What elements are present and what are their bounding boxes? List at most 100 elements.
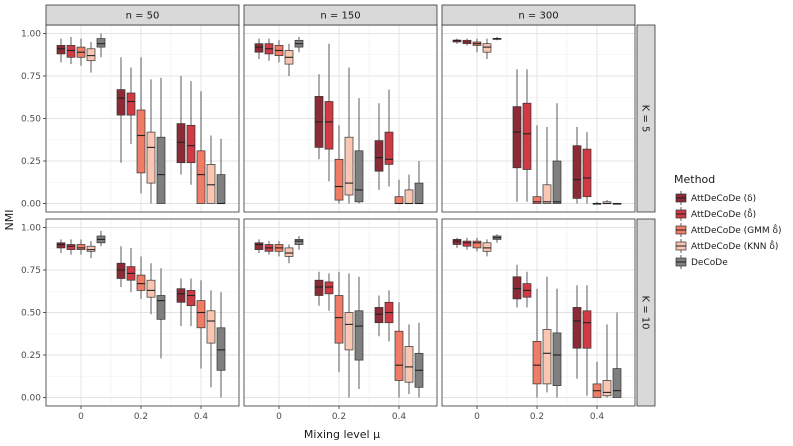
boxes-r0-c0 — [56, 33, 226, 205]
strip-label: n = 300 — [518, 11, 558, 22]
box-body — [146, 279, 156, 298]
box-body — [206, 164, 216, 204]
strips-layer: n = 50 n = 150 n = 300 K = 5 K = 10 — [45, 4, 656, 407]
box-body — [216, 327, 226, 371]
box-body — [552, 160, 562, 204]
row-strip: K = 10 — [636, 218, 656, 407]
box-body — [294, 239, 304, 245]
legend-entry: AttDeCoDe (GMM δ̂) — [675, 223, 782, 237]
boxes-r1-c1 — [254, 236, 424, 398]
x-tick-label: 0 — [276, 412, 282, 422]
x-tick-label: 0.4 — [194, 412, 209, 422]
box-body — [354, 310, 364, 361]
box-body — [216, 174, 226, 204]
box-body — [284, 247, 294, 257]
legend-entry: AttDeCoDe (KNN δ̂) — [675, 239, 778, 253]
boxes-r0-c2 — [452, 36, 622, 205]
box-body — [126, 92, 136, 116]
x-tick-label: 0.2 — [332, 412, 346, 422]
box-body — [56, 45, 66, 55]
box-body — [176, 123, 186, 164]
strip-background — [45, 4, 240, 26]
boxes-r1-c2 — [452, 234, 622, 398]
legend-label: AttDeCoDe (δ) — [691, 194, 756, 204]
box-body — [56, 242, 66, 249]
legend-label: AttDeCoDe (δ̂) — [691, 207, 756, 220]
legend-title: Method — [674, 173, 715, 186]
box-body — [196, 300, 206, 329]
box-body — [572, 145, 582, 199]
box-body — [532, 196, 542, 204]
box-body — [136, 109, 146, 174]
boxes-r0-c1 — [254, 36, 424, 205]
y-tick-label: 0.00 — [21, 200, 41, 210]
row-strip: K = 5 — [636, 24, 656, 213]
box-body — [334, 295, 344, 344]
box-body — [344, 312, 354, 351]
y-tick-label: 0.00 — [21, 394, 41, 404]
box-body — [404, 189, 414, 204]
legend-entry: DeCoDe — [675, 255, 728, 269]
y-tick-label: 0.75 — [21, 266, 41, 276]
column-strip: n = 150 — [243, 4, 438, 26]
y-tick-label: 0.50 — [21, 309, 41, 319]
box-body — [156, 295, 166, 320]
box-body — [96, 38, 106, 48]
box-body — [66, 45, 76, 58]
box-body — [404, 346, 414, 383]
x-axis-title: Mixing level μ — [304, 428, 380, 441]
box-body — [324, 101, 334, 150]
box-body — [612, 368, 622, 398]
box-body — [334, 158, 344, 201]
box-body — [314, 279, 324, 296]
legend-label: AttDeCoDe (GMM δ̂) — [691, 223, 782, 236]
box-body — [462, 240, 472, 247]
strip-background — [636, 218, 656, 407]
box-body — [254, 242, 264, 250]
facet-panel-r0-c2 — [442, 25, 635, 212]
x-tick-label: 0 — [474, 412, 480, 422]
box-body — [512, 276, 522, 300]
box-body — [156, 136, 166, 204]
x-tick-label: 0.4 — [590, 412, 605, 422]
column-strip: n = 300 — [441, 4, 636, 26]
strip-label: K = 10 — [640, 295, 651, 329]
box-body — [582, 310, 592, 349]
box-body — [414, 182, 424, 204]
legend: Method AttDeCoDe (δ) AttDeCoDe (δ̂) AttDeC… — [674, 173, 782, 269]
strip-label: n = 150 — [320, 11, 360, 22]
box-body — [374, 307, 384, 324]
box-body — [176, 288, 186, 303]
x-tick-label: 0.2 — [530, 412, 544, 422]
box-body — [374, 140, 384, 172]
box-body — [116, 89, 126, 116]
y-tick-label: 0.25 — [21, 157, 41, 167]
y-tick-label: 0.25 — [21, 351, 41, 361]
box-body — [394, 330, 404, 381]
box-body — [76, 244, 86, 250]
box-body — [602, 380, 612, 397]
box-body — [186, 290, 196, 307]
legend-label: DeCoDe — [691, 258, 728, 268]
axes-layer: 0.00 0.25 0.50 0.75 1.00 0.00 0.25 0.50 0.75 1.00… — [21, 30, 604, 423]
box-body — [136, 274, 146, 291]
box-body — [86, 245, 96, 252]
box-body — [196, 150, 206, 204]
legend-entry: AttDeCoDe (δ̂) — [675, 207, 756, 221]
box-body — [66, 244, 76, 250]
box-body — [186, 124, 196, 164]
box-body — [324, 281, 334, 295]
box-body — [482, 43, 492, 53]
column-strip: n = 50 — [45, 4, 240, 26]
box-body — [542, 184, 552, 204]
box-body — [344, 136, 354, 196]
boxes-r1-c0 — [56, 230, 226, 398]
box-body — [394, 196, 404, 204]
y-tick-label: 0.75 — [21, 72, 41, 82]
panel-border — [243, 218, 438, 407]
x-tick-label: 0 — [78, 412, 84, 422]
box-body — [482, 242, 492, 252]
box-body — [532, 341, 542, 385]
legend-label: AttDeCoDe (KNN δ̂) — [691, 239, 778, 252]
